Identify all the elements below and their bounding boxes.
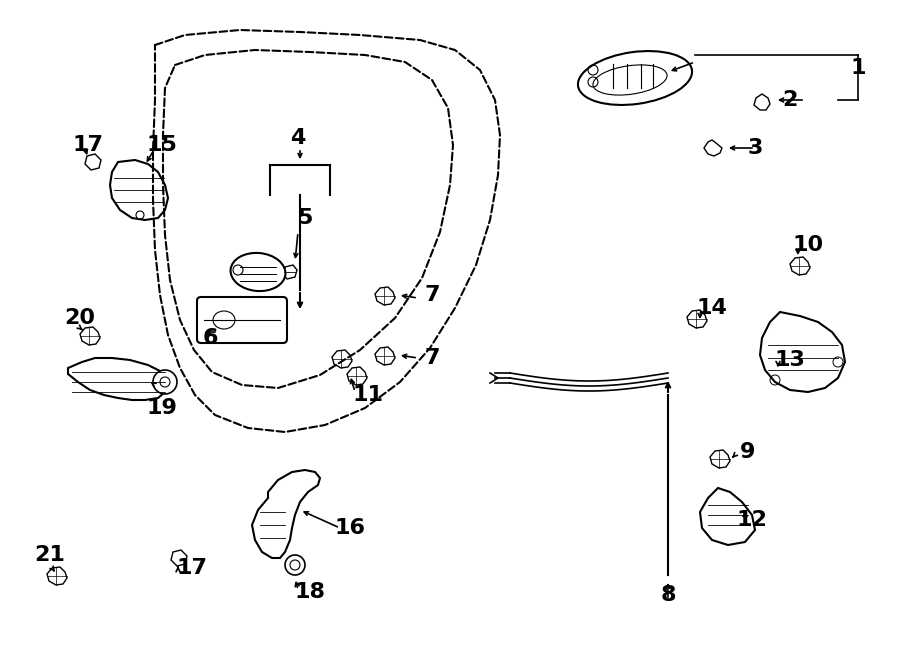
Text: 6: 6 [202, 328, 218, 348]
Polygon shape [85, 154, 101, 170]
Text: 16: 16 [335, 518, 365, 538]
Polygon shape [700, 488, 755, 545]
Circle shape [153, 370, 177, 394]
Text: 14: 14 [697, 298, 727, 318]
Polygon shape [80, 327, 100, 345]
Text: 8: 8 [661, 585, 676, 605]
Text: 17: 17 [73, 135, 104, 155]
Ellipse shape [230, 253, 285, 291]
Text: 11: 11 [353, 385, 383, 405]
Polygon shape [704, 140, 722, 156]
Text: 7: 7 [424, 348, 440, 368]
Polygon shape [347, 367, 367, 385]
Polygon shape [252, 470, 320, 558]
Polygon shape [790, 257, 810, 275]
Text: 10: 10 [792, 235, 824, 255]
Polygon shape [110, 160, 168, 220]
Text: 19: 19 [147, 398, 177, 418]
Polygon shape [47, 567, 67, 585]
Polygon shape [687, 310, 707, 328]
Text: 20: 20 [65, 308, 95, 328]
Polygon shape [375, 347, 395, 365]
Polygon shape [760, 312, 845, 392]
Text: 4: 4 [291, 128, 306, 148]
Text: 15: 15 [147, 135, 177, 155]
Polygon shape [375, 287, 395, 305]
Text: 9: 9 [741, 442, 756, 462]
Text: 21: 21 [34, 545, 66, 565]
Polygon shape [171, 550, 187, 566]
Polygon shape [710, 450, 730, 468]
Text: 12: 12 [736, 510, 768, 530]
Text: 5: 5 [297, 208, 312, 228]
Text: 2: 2 [782, 90, 797, 110]
Text: 3: 3 [747, 138, 762, 158]
Polygon shape [283, 265, 297, 279]
Text: 13: 13 [775, 350, 806, 370]
Polygon shape [754, 94, 770, 110]
Text: 7: 7 [424, 285, 440, 305]
FancyBboxPatch shape [197, 297, 287, 343]
Polygon shape [68, 358, 168, 400]
Polygon shape [332, 350, 352, 368]
Text: 18: 18 [294, 582, 326, 602]
Text: 1: 1 [850, 58, 866, 78]
Circle shape [285, 555, 305, 575]
Text: 17: 17 [176, 558, 208, 578]
